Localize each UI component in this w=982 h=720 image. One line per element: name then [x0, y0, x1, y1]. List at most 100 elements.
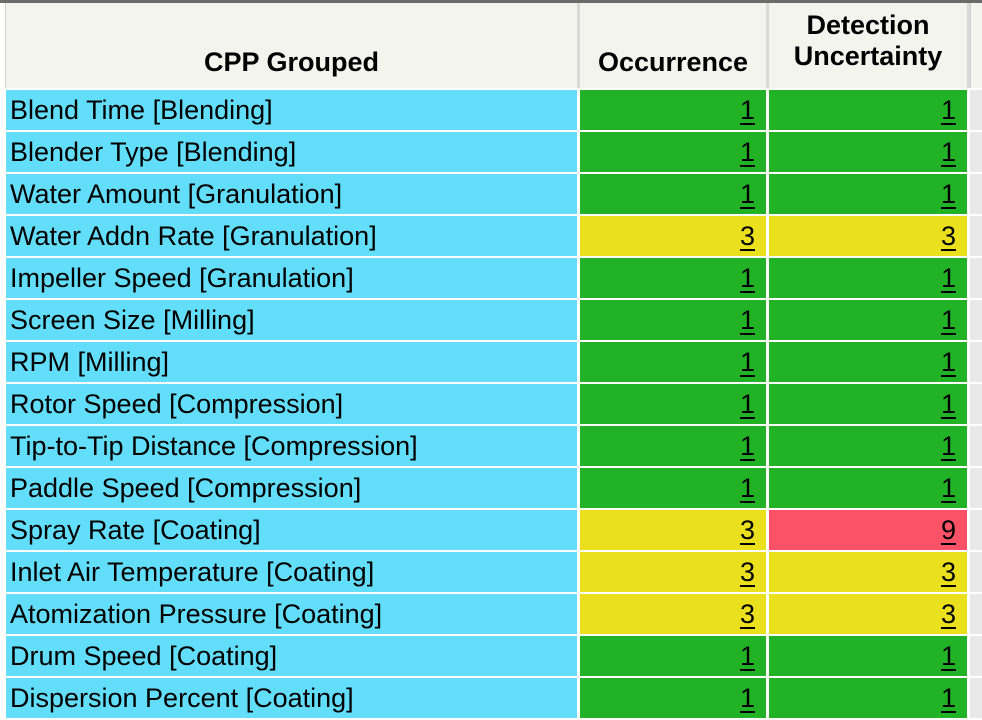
occurrence-value-link[interactable]: 1 — [739, 389, 755, 419]
occurrence-value-link[interactable]: 1 — [739, 473, 755, 503]
header-occurrence[interactable]: Occurrence — [580, 3, 766, 88]
detection-cell[interactable]: 1 — [769, 678, 967, 718]
row-gutter — [0, 636, 6, 676]
occurrence-value-link[interactable]: 3 — [739, 599, 755, 629]
occurrence-cell[interactable]: 3 — [580, 510, 766, 550]
detection-value-link[interactable]: 1 — [940, 389, 956, 419]
header-detection-line1: Detection — [806, 9, 930, 40]
detection-value-link[interactable]: 1 — [940, 431, 956, 461]
cpp-name-cell[interactable]: Atomization Pressure [Coating] — [6, 594, 577, 634]
detection-value-link[interactable]: 1 — [940, 473, 956, 503]
occurrence-cell[interactable]: 3 — [580, 216, 766, 256]
row-stub — [970, 678, 982, 718]
cpp-name-cell[interactable]: Rotor Speed [Compression] — [6, 384, 577, 424]
header-cpp-grouped[interactable]: CPP Grouped — [6, 3, 577, 88]
occurrence-value-link[interactable]: 1 — [739, 305, 755, 335]
header-cpp-grouped-label: CPP Grouped — [203, 47, 380, 77]
detection-cell[interactable]: 3 — [769, 552, 967, 592]
cpp-name-cell[interactable]: Impeller Speed [Granulation] — [6, 258, 577, 298]
row-stub — [970, 384, 982, 424]
occurrence-value-link[interactable]: 1 — [739, 137, 755, 167]
detection-cell[interactable]: 3 — [769, 594, 967, 634]
occurrence-value-link[interactable]: 1 — [739, 683, 755, 713]
detection-value-link[interactable]: 1 — [940, 305, 956, 335]
table-row: Water Addn Rate [Granulation] 3 3 — [0, 216, 982, 256]
cpp-name-cell[interactable]: Paddle Speed [Compression] — [6, 468, 577, 508]
occurrence-cell[interactable]: 1 — [580, 174, 766, 214]
row-stub — [970, 90, 982, 130]
cpp-name-cell[interactable]: Screen Size [Milling] — [6, 300, 577, 340]
detection-value-link[interactable]: 1 — [940, 263, 956, 293]
occurrence-cell[interactable]: 1 — [580, 636, 766, 676]
occurrence-cell[interactable]: 1 — [580, 426, 766, 466]
occurrence-cell[interactable]: 1 — [580, 468, 766, 508]
row-gutter — [0, 300, 6, 340]
occurrence-value-link[interactable]: 1 — [739, 641, 755, 671]
cpp-name-cell[interactable]: Water Amount [Granulation] — [6, 174, 577, 214]
occurrence-value-link[interactable]: 3 — [739, 557, 755, 587]
occurrence-value-link[interactable]: 1 — [739, 347, 755, 377]
detection-cell[interactable]: 1 — [769, 636, 967, 676]
cpp-name-cell[interactable]: Blender Type [Blending] — [6, 132, 577, 172]
header-detection-line2: Uncertainty — [793, 40, 943, 71]
detection-value-link[interactable]: 1 — [940, 95, 956, 125]
occurrence-cell[interactable]: 3 — [580, 552, 766, 592]
detection-value-link[interactable]: 1 — [940, 137, 956, 167]
cpp-name-cell[interactable]: Drum Speed [Coating] — [6, 636, 577, 676]
row-gutter — [0, 384, 6, 424]
detection-value-link[interactable]: 3 — [940, 221, 956, 251]
row-stub — [970, 300, 982, 340]
row-gutter — [0, 174, 6, 214]
occurrence-cell[interactable]: 1 — [580, 384, 766, 424]
detection-cell[interactable]: 1 — [769, 174, 967, 214]
table-row: Paddle Speed [Compression] 1 1 — [0, 468, 982, 508]
occurrence-cell[interactable]: 3 — [580, 594, 766, 634]
row-gutter — [0, 132, 6, 172]
cpp-name-cell[interactable]: Spray Rate [Coating] — [6, 510, 577, 550]
detection-cell[interactable]: 1 — [769, 342, 967, 382]
detection-cell[interactable]: 1 — [769, 132, 967, 172]
detection-cell[interactable]: 1 — [769, 258, 967, 298]
cpp-name-cell[interactable]: Tip-to-Tip Distance [Compression] — [6, 426, 577, 466]
detection-cell[interactable]: 1 — [769, 468, 967, 508]
detection-cell[interactable]: 1 — [769, 426, 967, 466]
cpp-name-cell[interactable]: Blend Time [Blending] — [6, 90, 577, 130]
detection-cell[interactable]: 3 — [769, 216, 967, 256]
occurrence-value-link[interactable]: 3 — [739, 221, 755, 251]
detection-value-link[interactable]: 1 — [940, 641, 956, 671]
detection-cell[interactable]: 1 — [769, 384, 967, 424]
header-stub-column — [970, 3, 982, 88]
detection-cell[interactable]: 9 — [769, 510, 967, 550]
cpp-name-cell[interactable]: RPM [Milling] — [6, 342, 577, 382]
occurrence-value-link[interactable]: 1 — [739, 431, 755, 461]
detection-value-link[interactable]: 1 — [940, 179, 956, 209]
row-gutter — [0, 258, 6, 298]
occurrence-cell[interactable]: 1 — [580, 90, 766, 130]
occurrence-cell[interactable]: 1 — [580, 132, 766, 172]
row-stub — [970, 510, 982, 550]
cpp-name-cell[interactable]: Inlet Air Temperature [Coating] — [6, 552, 577, 592]
occurrence-cell[interactable]: 1 — [580, 678, 766, 718]
detection-cell[interactable]: 1 — [769, 90, 967, 130]
cpp-name-cell[interactable]: Dispersion Percent [Coating] — [6, 678, 577, 718]
occurrence-value-link[interactable]: 3 — [739, 515, 755, 545]
detection-value-link[interactable]: 3 — [940, 557, 956, 587]
header-detection-uncertainty[interactable]: Detection Uncertainty — [769, 3, 967, 88]
occurrence-cell[interactable]: 1 — [580, 258, 766, 298]
detection-value-link[interactable]: 3 — [940, 599, 956, 629]
occurrence-cell[interactable]: 1 — [580, 300, 766, 340]
row-gutter — [0, 90, 6, 130]
detection-value-link[interactable]: 1 — [940, 347, 956, 377]
detection-value-link[interactable]: 1 — [940, 683, 956, 713]
occurrence-value-link[interactable]: 1 — [739, 179, 755, 209]
row-stub — [970, 342, 982, 382]
table-row: Rotor Speed [Compression] 1 1 — [0, 384, 982, 424]
occurrence-value-link[interactable]: 1 — [739, 263, 755, 293]
detection-value-link[interactable]: 9 — [940, 515, 956, 545]
row-gutter — [0, 678, 6, 718]
occurrence-cell[interactable]: 1 — [580, 342, 766, 382]
detection-cell[interactable]: 1 — [769, 300, 967, 340]
occurrence-value-link[interactable]: 1 — [739, 95, 755, 125]
cpp-name-cell[interactable]: Water Addn Rate [Granulation] — [6, 216, 577, 256]
